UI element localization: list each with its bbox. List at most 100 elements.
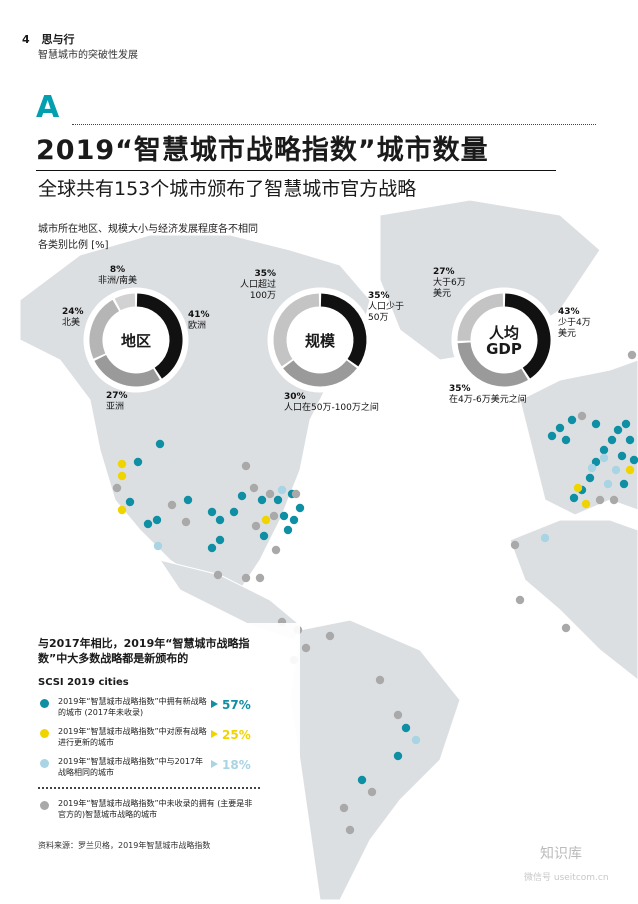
chart-note-line-2: 各类别比例 [%] [38,240,109,251]
city-dot [133,457,143,467]
page-header: 4 思与行 [22,31,75,47]
donut-gdp-label-low: 43% 少于4万 美元 [558,307,591,339]
city-dot [181,517,191,527]
donut-size-label-large: 35% 人口超过 100万 [240,269,277,301]
city-dot [555,423,565,433]
donut-size-label-medium: 30% 人口在50万-100万之间 [284,392,379,413]
city-dot [301,643,311,653]
city-dot [117,505,127,515]
city-dot [607,435,617,445]
city-dot [595,495,605,505]
city-dot [591,457,601,467]
donut-gdp-slice-1 [457,342,528,387]
city-dot [117,471,127,481]
page-header-subtitle: 智慧城市的突破性发展 [38,50,138,61]
legend-dot-updated [40,729,49,738]
city-dot [283,525,293,535]
title-underline [36,170,556,171]
city-dot [603,479,613,489]
city-dot [295,503,305,513]
city-dot [261,515,271,525]
city-dot [183,495,193,505]
donut-gdp-label-high: 27% 大于6万 美元 [433,267,466,299]
legend-dot-same [40,759,49,768]
city-dot [279,511,289,521]
city-dot [401,723,411,733]
city-dot [510,540,520,550]
legend-value-updated: 25% [222,728,251,742]
city-dot [112,483,122,493]
donut-size-slice-2 [273,293,320,367]
city-dot [125,497,135,507]
legend-arrow-new [211,700,218,708]
city-dot [155,439,165,449]
city-dot [345,825,355,835]
donut-gdp-label-mid: 35% 在4万-6万美元之间 [449,384,527,405]
page-number: 4 [22,33,30,46]
city-dot [367,787,377,797]
city-dot [255,573,265,583]
city-dot [599,445,609,455]
legend-heading: 与2017年相比，2019年“智慧城市战略指数”中大多数战略都是新颁布的 [38,637,250,665]
donut-gdp-center: 人均 GDP [486,324,522,358]
donut-region-slice-3 [114,293,136,311]
section-name: 思与行 [41,33,75,46]
city-dot [237,491,247,501]
legend-panel [0,623,300,904]
donut-size-label-small: 35% 人口少于 50万 [368,291,405,323]
page-title: 2019“智慧城市战略指数”城市数量 [36,135,489,166]
city-dot [257,495,267,505]
city-dot [291,489,301,499]
donut-region-slice-2 [89,299,120,359]
city-dot [117,459,127,469]
city-dot [251,521,261,531]
city-dot [339,803,349,813]
city-dot [265,489,275,499]
city-dot [540,533,550,543]
city-dot [613,425,623,435]
europe-landmass [519,359,638,516]
donut-size-center: 规模 [304,332,335,350]
legend-arrow-same [211,760,218,768]
source-note: 资料来源：罗兰贝格，2019年智慧城市战略指数 [38,841,211,850]
city-dot [269,511,279,521]
legend-text-updated: 2019年“智慧城市战略指数”中对原有战略进行更新的城市 [58,727,207,747]
africa-landmass [509,519,638,681]
city-dot [625,435,635,445]
city-dot [207,543,217,553]
legend-text-not-indexed: 2019年“智慧城市战略指数”中未收录的拥有 (主要是非官方的)智慧城市战略的城… [58,799,253,819]
city-dot [617,451,627,461]
city-dot [259,531,269,541]
city-dot [153,541,163,551]
city-dot [561,435,571,445]
watermark-url: 微信号 useitcom.cn [524,873,609,883]
legend-text-new: 2019年“智慧城市战略指数”中拥有新战略的城市 (2017年未收录) [58,697,207,717]
city-dot [357,775,367,785]
city-dot [375,675,385,685]
city-dot [629,455,638,465]
city-dot [619,479,629,489]
donut-region-label-asia: 27% 亚洲 [106,391,128,412]
city-dot [573,483,583,493]
city-dot [599,453,609,463]
city-dot [143,519,153,529]
dotted-divider [72,124,596,125]
city-dot [585,473,595,483]
south-america-landmass [289,619,461,901]
city-dot [581,499,591,509]
city-dot [241,573,251,583]
city-dot [567,415,577,425]
legend-dot-not-indexed [40,801,49,810]
donut-region-slice-1 [94,354,160,387]
watermark: 知识库 [540,846,582,862]
legend-value-same: 18% [222,758,251,772]
legend-value-new: 57% [222,698,251,712]
legend-subheading: SCSI 2019 cities [38,677,129,688]
legend-text-same: 2019年“智慧城市战略指数”中与2017年战略相同的城市 [58,757,204,777]
city-dot [393,751,403,761]
city-dot [591,419,601,429]
city-dot [273,495,283,505]
donut-region-label-europe: 41% 欧洲 [188,310,210,331]
donut-gdp-slice-0 [504,293,551,379]
city-dot [625,465,635,475]
